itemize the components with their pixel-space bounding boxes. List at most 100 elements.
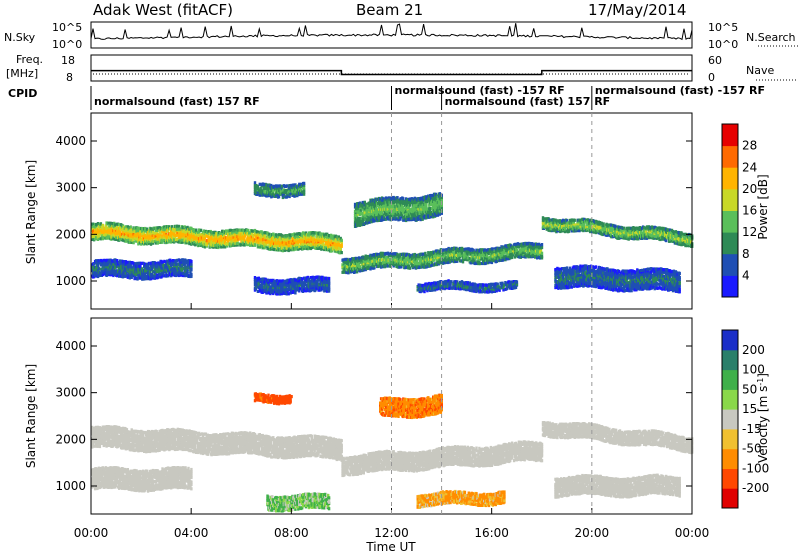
heatmap-cell [536, 254, 540, 258]
station-title: Adak West (fitACF) [93, 1, 233, 19]
heatmap-cell [277, 233, 281, 237]
heatmap-cell [527, 252, 530, 256]
heatmap-cell [490, 247, 494, 251]
heatmap-cell [634, 228, 637, 232]
heatmap-cell [162, 234, 165, 238]
heatmap-cell [276, 246, 280, 250]
heatmap-cell [660, 226, 663, 230]
heatmap-cell [649, 228, 652, 232]
heatmap-cell [386, 264, 390, 268]
heatmap-cell [682, 234, 685, 239]
cpid-segment-label: normalsound (fast) 157 RF [445, 95, 611, 108]
heatmap-cell [662, 237, 665, 241]
heatmap-cell [140, 239, 143, 244]
heatmap-cell [249, 239, 252, 243]
heatmap-cell [97, 224, 101, 229]
heatmap-cell [622, 233, 626, 237]
heatmap-cell [666, 228, 669, 232]
heatmap-cell [317, 234, 320, 238]
heatmap-cell [614, 227, 617, 231]
heatmap-cell [265, 242, 268, 246]
heatmap-cell [330, 249, 334, 253]
heatmap-cell [242, 235, 245, 239]
heatmap-cell [472, 248, 475, 252]
heatmap-cell [466, 256, 469, 260]
heatmap-cell [329, 245, 333, 249]
heatmap-cell [340, 244, 343, 248]
heatmap-cell [239, 234, 242, 239]
heatmap-cell [435, 249, 439, 253]
heatmap-cell [96, 228, 100, 232]
heatmap-cell [602, 224, 605, 228]
heatmap-cell [524, 243, 527, 248]
heatmap-cell [399, 255, 402, 259]
heatmap-cell [186, 230, 189, 234]
heatmap-cell [94, 235, 98, 239]
heatmap-cell [527, 250, 530, 254]
heatmap-cell [682, 238, 685, 243]
heatmap-cell [610, 223, 613, 227]
heatmap-cell [466, 258, 469, 262]
heatmap-cell [408, 266, 412, 270]
heatmap-cell [603, 228, 606, 232]
heatmap-cell [458, 257, 461, 261]
heatmap-cell [297, 242, 300, 246]
heatmap-cell [667, 234, 670, 238]
heatmap-cell [156, 235, 159, 239]
heatmap-cell [327, 276, 331, 281]
heatmap-cell [299, 246, 302, 251]
heatmap-cell [151, 241, 155, 245]
heatmap-cell [540, 245, 544, 250]
heatmap-cell [153, 231, 156, 235]
heatmap-cell [179, 236, 182, 240]
heatmap-cell [370, 256, 373, 260]
heatmap-cell [295, 241, 298, 245]
heatmap-cell [183, 239, 186, 243]
heatmap-cell [410, 261, 414, 266]
heatmap-cell [609, 230, 612, 234]
heatmap-cell [212, 245, 215, 249]
heatmap-cell [599, 230, 602, 234]
heatmap-cell [342, 258, 345, 262]
heatmap-cell [679, 236, 682, 240]
heatmap-cell [389, 251, 392, 256]
heatmap-cell [225, 244, 229, 248]
heatmap-cell [144, 234, 148, 238]
heatmap-cell [169, 227, 172, 231]
heatmap-cell [514, 254, 518, 258]
heatmap-cell [223, 234, 226, 238]
heatmap-cell [681, 232, 684, 236]
heatmap-cell [105, 226, 108, 230]
heatmap-cell [622, 228, 626, 232]
heatmap-cell [663, 235, 666, 239]
heatmap-cell [336, 244, 339, 248]
heatmap-cell [99, 222, 103, 226]
heatmap-cell [300, 244, 303, 248]
heatmap-cell [92, 222, 95, 226]
heatmap-cell [690, 240, 693, 244]
heatmap-cell [404, 264, 407, 268]
heatmap-cell [607, 233, 610, 237]
heatmap-cell [505, 254, 508, 258]
heatmap-cell [156, 239, 159, 243]
heatmap-cell [124, 237, 128, 241]
heatmap-cell [386, 256, 390, 260]
heatmap-cell [229, 244, 233, 248]
heatmap-cell [476, 259, 479, 263]
heatmap-cell [535, 245, 538, 249]
heatmap-cell [173, 226, 177, 231]
heatmap-cell [167, 229, 170, 233]
heatmap-cell [190, 233, 193, 237]
heatmap-cell [545, 227, 548, 231]
nsearch-label: N.Search [746, 31, 796, 44]
heatmap-cell [135, 229, 138, 233]
heatmap-cell [168, 225, 171, 229]
heatmap-cell [497, 251, 500, 255]
heatmap-cell [172, 231, 176, 235]
heatmap-cell [157, 232, 160, 237]
heatmap-cell [147, 241, 151, 245]
heatmap-cell [196, 235, 199, 239]
heatmap-cell [156, 228, 159, 232]
heatmap-cell [457, 247, 460, 251]
heatmap-cell [492, 247, 495, 251]
